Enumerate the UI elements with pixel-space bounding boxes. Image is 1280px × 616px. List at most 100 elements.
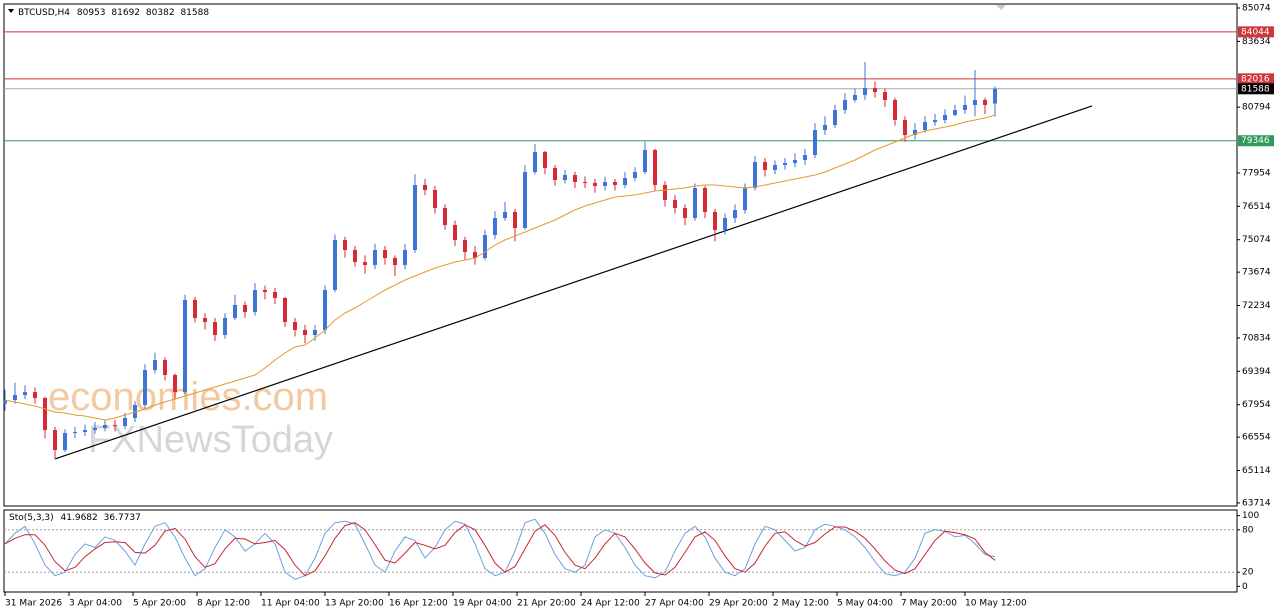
candle-body — [623, 177, 627, 186]
candle-body — [213, 321, 217, 335]
x-tick-label: 5 Apr 20:00 — [133, 599, 186, 609]
shift-marker — [996, 5, 1006, 10]
candle-body — [963, 104, 967, 110]
oscillator-panel — [3, 509, 1238, 593]
x-tick-label: 11 Apr 04:00 — [261, 599, 320, 609]
candle-body — [43, 398, 47, 431]
price-level-tag — [1238, 135, 1274, 147]
candle-body — [833, 109, 837, 125]
y-tick-label: 73674 — [1242, 268, 1271, 278]
candle-body — [793, 160, 797, 163]
candle-body — [633, 171, 637, 178]
plot-area — [4, 31, 1237, 460]
price-level-label: 81588 — [1241, 84, 1270, 94]
candle-body — [973, 99, 977, 105]
candle-body — [33, 392, 37, 399]
y-tick-label: 72234 — [1242, 301, 1271, 311]
candle-body — [903, 119, 907, 136]
candle-body — [563, 174, 567, 180]
y-tick-label: 63714 — [1242, 498, 1271, 508]
candle-body — [193, 299, 197, 318]
candle-body — [93, 428, 97, 431]
last-close: 81588 — [180, 8, 209, 18]
candle-body — [143, 369, 147, 406]
price-level-label: 82016 — [1241, 74, 1270, 84]
candle-body — [583, 181, 587, 183]
candle-body — [773, 164, 777, 170]
candle-body — [523, 171, 527, 228]
candle-body — [343, 239, 347, 250]
price-level-label: 84044 — [1241, 27, 1270, 37]
moving-average — [4, 114, 996, 421]
main-panel — [3, 3, 1238, 507]
candle-body — [613, 181, 617, 186]
symbol: BTCUSD,H4 — [18, 8, 70, 18]
candle-body — [813, 129, 817, 155]
watermark: FXNewsToday — [88, 419, 333, 461]
axes: 85074 83634 80794 77954 76514 75074 73674 72234… — [4, 4, 1274, 609]
x-tick-label: 31 Mar 2026 — [5, 599, 62, 609]
candle-body — [383, 249, 387, 258]
candle-body — [373, 249, 377, 265]
candle-body — [293, 321, 297, 331]
candle-body — [953, 109, 957, 115]
candle-body — [113, 424, 117, 426]
candle-body — [103, 424, 107, 429]
price-level-label: 79346 — [1241, 136, 1270, 146]
candle-body — [13, 394, 17, 400]
candle-body — [203, 317, 207, 322]
y-tick-label: 70834 — [1242, 333, 1271, 343]
price-level-tag — [1238, 73, 1274, 85]
y-tick-label: 65114 — [1242, 466, 1271, 476]
candle-body — [443, 207, 447, 225]
candle-body — [473, 251, 477, 258]
oscillator-main-last: 41.9682 — [61, 513, 98, 523]
candle-body — [363, 261, 367, 265]
x-tick-label: 10 May 12:00 — [965, 599, 1027, 609]
osc-y-tick-label: 0 — [1242, 582, 1248, 592]
oscillator-header: Sto(5,3,3) 41.9682 36.7737 — [9, 513, 141, 523]
watermark: economies.com — [48, 375, 328, 419]
candle-body — [153, 360, 157, 370]
candle-body — [323, 289, 327, 331]
candle-body — [933, 119, 937, 122]
symbol-header: BTCUSD,H4 80953 81692 80382 81588 — [18, 8, 209, 18]
candle-body — [983, 99, 987, 105]
osc-y-tick-label: 20 — [1242, 568, 1254, 578]
x-tick-label: 7 May 20:00 — [901, 599, 957, 609]
candle-body — [353, 249, 357, 262]
candle-body — [853, 94, 857, 100]
x-tick-label: 2 May 12:00 — [773, 599, 829, 609]
candle-body — [73, 431, 77, 433]
candle-body — [893, 99, 897, 120]
candle-body — [783, 162, 787, 165]
candle-body — [923, 121, 927, 130]
x-tick-label: 8 Apr 12:00 — [197, 599, 250, 609]
candle-body — [333, 239, 337, 290]
candle-body — [4, 399, 7, 404]
candle-body — [913, 129, 917, 136]
y-tick-label: 75074 — [1242, 235, 1271, 245]
candle-body — [393, 257, 397, 265]
candle-body — [223, 317, 227, 335]
candle-body — [603, 181, 607, 186]
x-tick-label: 29 Apr 20:00 — [709, 599, 768, 609]
x-tick-label: 13 Apr 20:00 — [325, 599, 384, 609]
candle-body — [733, 210, 737, 218]
osc-signal-line — [4, 522, 996, 577]
candle-body — [243, 305, 247, 312]
menu-arrow[interactable] — [8, 9, 14, 13]
candle-body — [463, 239, 467, 252]
candle-body — [663, 185, 667, 200]
y-tick-label: 77954 — [1242, 168, 1271, 178]
price-level-tag — [1238, 83, 1274, 95]
last-high: 81692 — [111, 8, 140, 18]
y-tick-label: 66554 — [1242, 433, 1271, 443]
osc-y-tick-label: 100 — [1242, 511, 1259, 521]
candle-body — [543, 151, 547, 168]
candle-body — [873, 87, 877, 92]
candle-body — [23, 392, 27, 395]
x-tick-label: 19 Apr 04:00 — [453, 599, 512, 609]
candle-body — [843, 99, 847, 110]
